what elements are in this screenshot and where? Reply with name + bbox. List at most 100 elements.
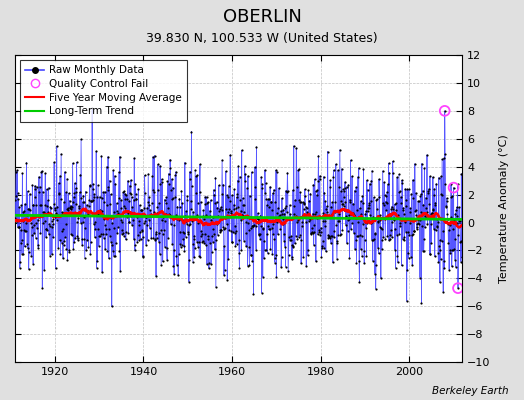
Point xyxy=(447,194,455,200)
Point xyxy=(121,190,129,197)
Point xyxy=(419,248,427,254)
Point xyxy=(233,177,242,184)
Point xyxy=(249,217,258,223)
Point xyxy=(241,171,249,177)
Point xyxy=(222,206,231,212)
Point xyxy=(231,242,239,249)
Point xyxy=(137,228,146,234)
Point xyxy=(411,206,420,213)
Point xyxy=(128,217,137,223)
Point xyxy=(406,220,414,226)
Point xyxy=(233,191,242,197)
Point xyxy=(30,194,39,201)
Point xyxy=(320,174,328,180)
Point xyxy=(86,183,94,189)
Point xyxy=(300,206,308,212)
Point xyxy=(118,219,126,225)
Point xyxy=(342,213,351,220)
Point xyxy=(68,204,76,210)
Point xyxy=(408,262,417,268)
Point xyxy=(376,224,384,230)
Point xyxy=(144,236,152,243)
Point xyxy=(50,207,59,213)
Point xyxy=(290,202,298,209)
Point xyxy=(185,256,193,263)
Point xyxy=(346,196,354,203)
Point xyxy=(332,222,341,228)
Point xyxy=(258,185,266,192)
Point xyxy=(444,221,452,227)
Point xyxy=(304,187,313,194)
Point xyxy=(418,160,426,167)
Point xyxy=(363,220,372,226)
Point xyxy=(413,220,422,226)
Point xyxy=(401,219,409,226)
Point xyxy=(219,181,227,188)
Point xyxy=(16,227,25,233)
Point xyxy=(28,202,37,208)
Point xyxy=(432,223,441,230)
Point xyxy=(176,228,184,235)
Point xyxy=(393,174,401,181)
Point xyxy=(366,212,374,218)
Point xyxy=(220,272,228,278)
Point xyxy=(198,231,206,238)
Point xyxy=(223,277,232,283)
Point xyxy=(378,168,387,174)
Point xyxy=(139,253,147,259)
Point xyxy=(97,231,105,237)
Point xyxy=(53,217,61,224)
Point xyxy=(286,202,294,208)
Point xyxy=(225,183,233,190)
Point xyxy=(252,144,260,150)
Point xyxy=(339,201,347,207)
Point xyxy=(362,252,370,259)
Point xyxy=(90,221,98,228)
Point xyxy=(241,178,249,184)
Point xyxy=(199,238,207,244)
Point xyxy=(385,237,393,244)
Point xyxy=(260,247,269,253)
Point xyxy=(281,243,289,250)
Point xyxy=(184,230,192,237)
Point xyxy=(302,204,311,211)
Point xyxy=(380,192,389,198)
Point xyxy=(300,201,309,207)
Point xyxy=(20,226,28,233)
Point xyxy=(19,209,27,216)
Point xyxy=(87,198,95,204)
Point xyxy=(121,196,129,202)
Point xyxy=(37,201,45,208)
Point xyxy=(387,204,396,210)
Point xyxy=(144,171,152,177)
Point xyxy=(42,234,50,240)
Point xyxy=(76,212,84,218)
Point xyxy=(155,200,163,206)
Point xyxy=(151,236,159,242)
Point xyxy=(115,169,123,175)
Point xyxy=(89,196,97,203)
Point xyxy=(50,159,58,166)
Point xyxy=(403,267,412,273)
Point xyxy=(145,216,153,223)
Point xyxy=(171,194,179,200)
Point xyxy=(160,212,168,219)
Point xyxy=(254,220,263,226)
Point xyxy=(434,259,443,266)
Point xyxy=(26,191,34,197)
Point xyxy=(221,267,229,274)
Point xyxy=(232,205,241,211)
Point xyxy=(443,198,451,204)
Point xyxy=(236,217,245,223)
Point xyxy=(196,199,205,205)
Point xyxy=(86,238,95,245)
Point xyxy=(334,167,342,173)
Point xyxy=(134,232,142,238)
Point xyxy=(294,234,303,240)
Point xyxy=(429,206,438,212)
Point xyxy=(397,200,406,206)
Point xyxy=(405,254,413,261)
Point xyxy=(171,212,180,218)
Point xyxy=(213,232,222,238)
Point xyxy=(206,240,214,246)
